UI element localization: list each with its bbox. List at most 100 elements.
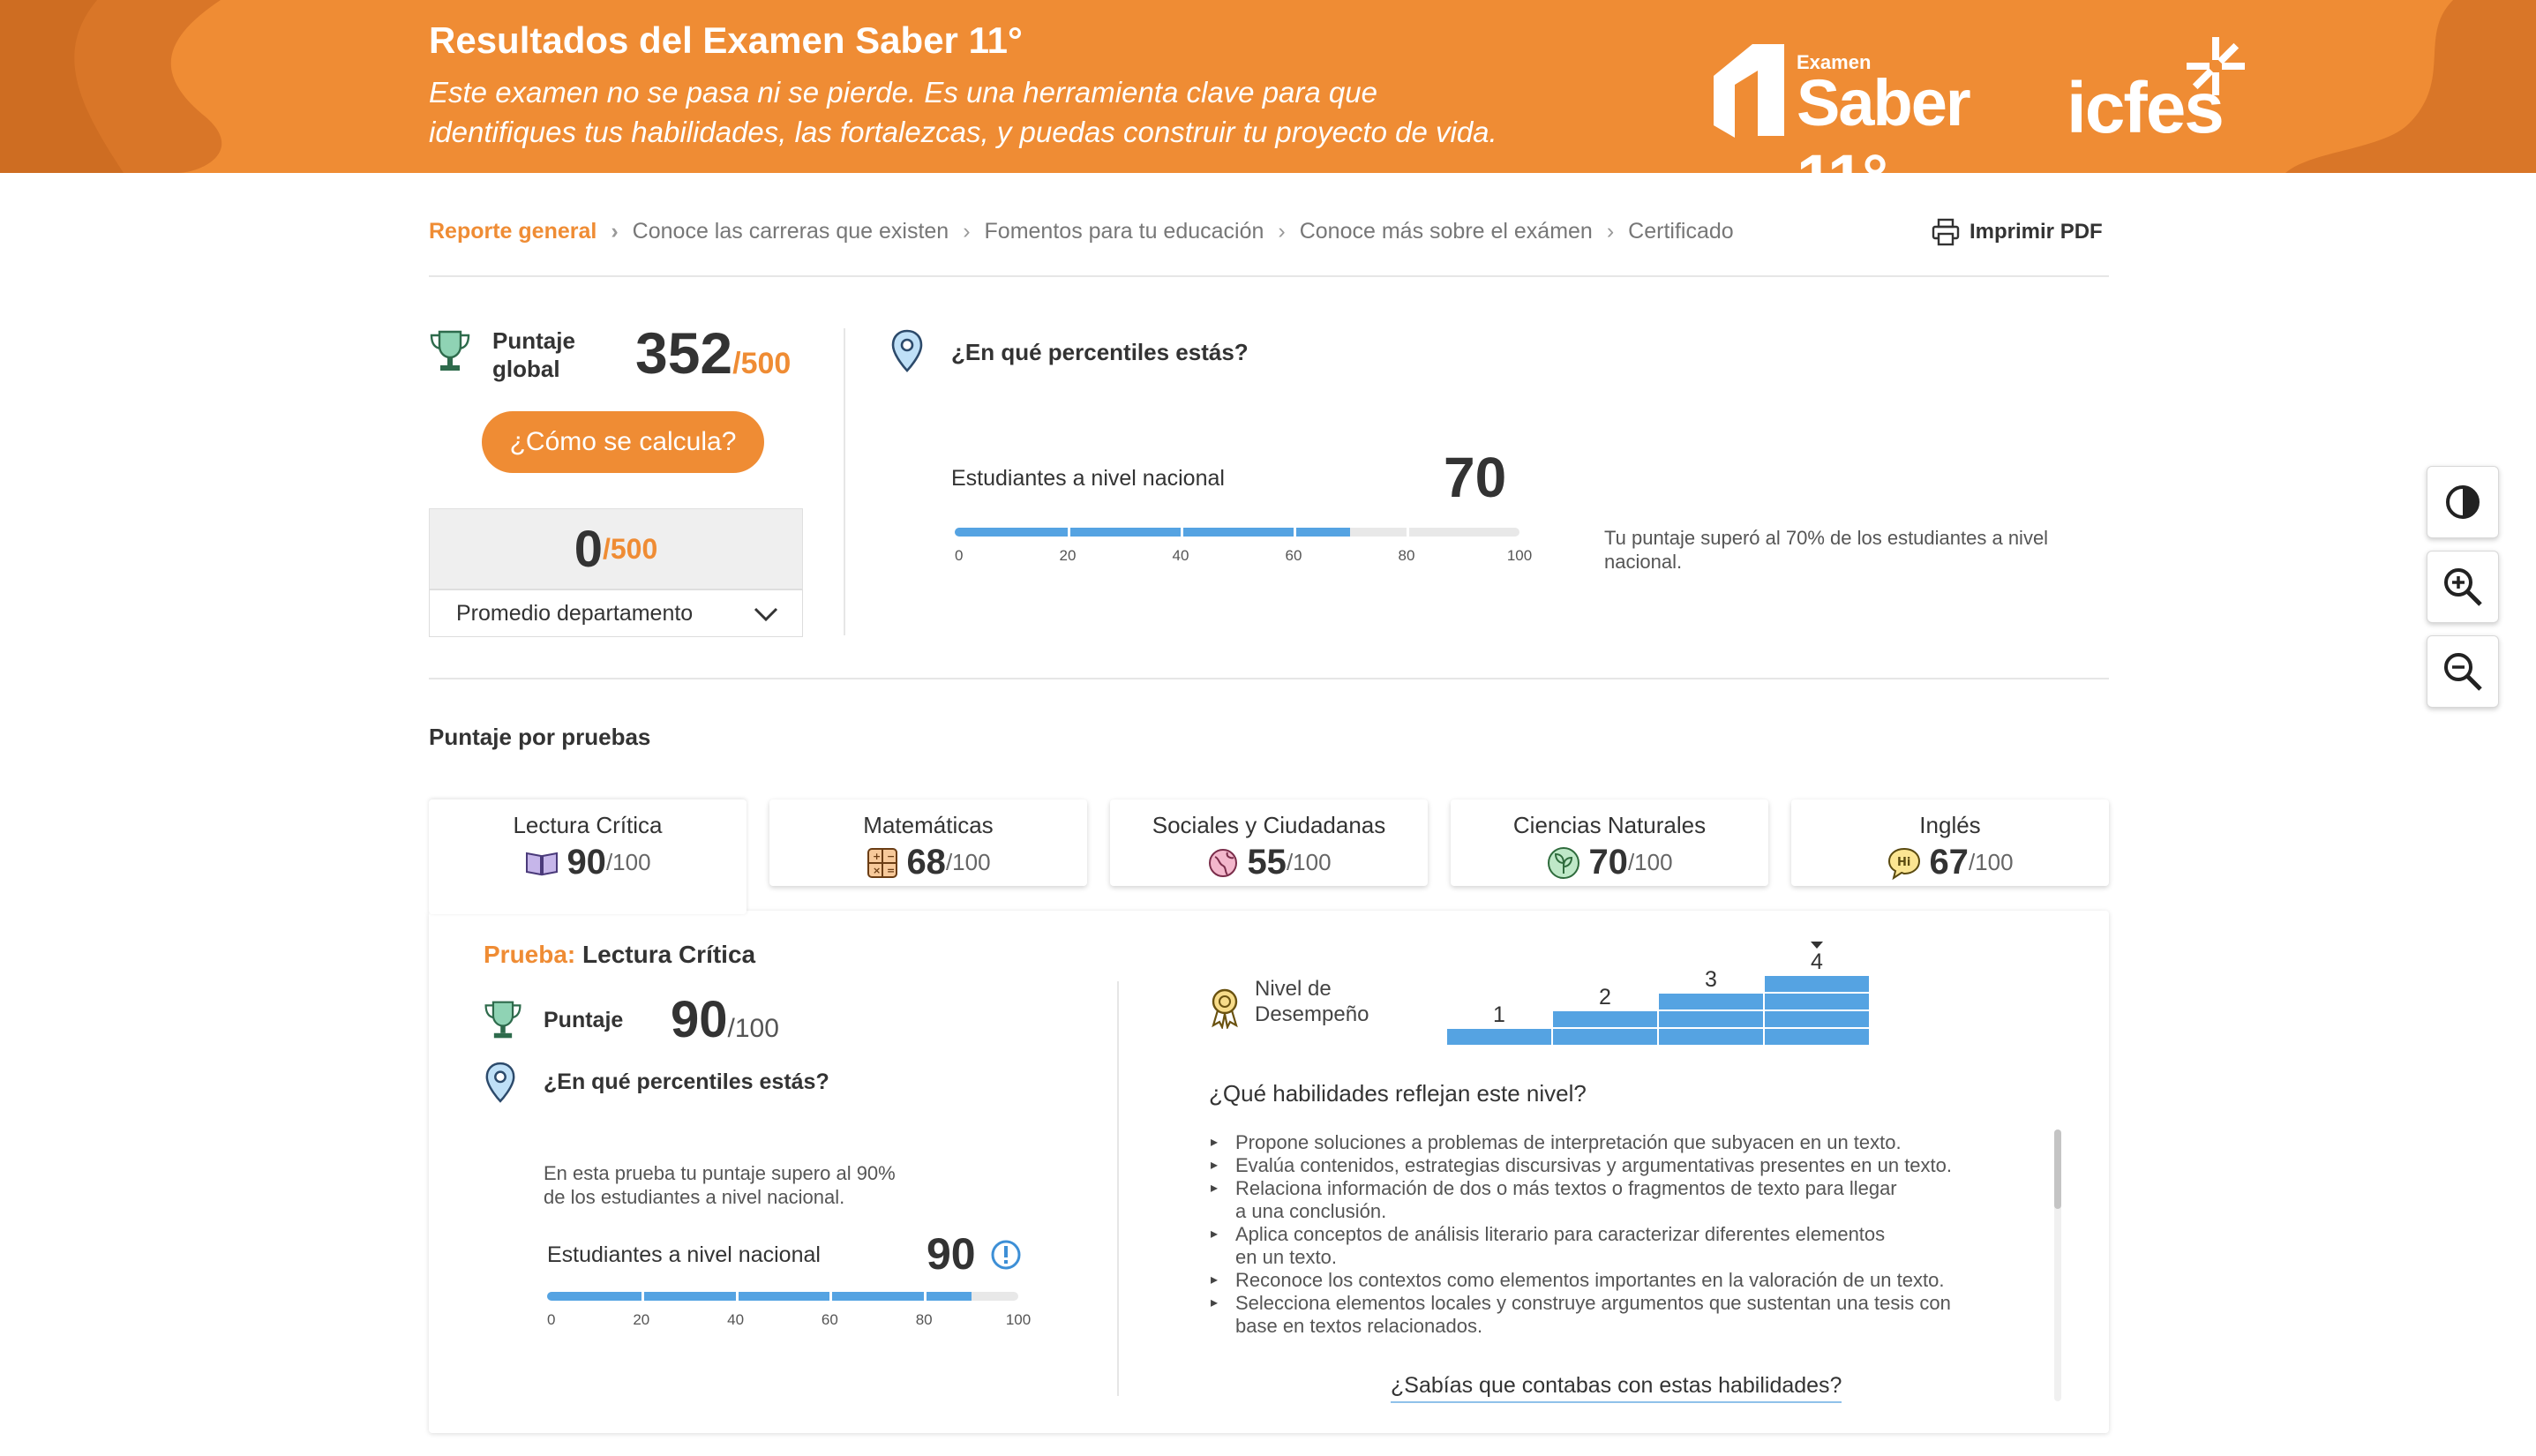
- book-icon: [524, 849, 559, 877]
- location-pin-icon: [485, 1062, 515, 1103]
- page-subtitle: Este examen no se pasa ni se pierde. Es …: [429, 76, 1497, 148]
- test-national-value: 90: [927, 1229, 976, 1279]
- tick-label: 80: [915, 1311, 933, 1328]
- percentile-bar-fill: [547, 1292, 972, 1301]
- chevron-down-icon: [754, 607, 778, 622]
- svg-text:=: =: [887, 865, 895, 876]
- percentile-bar-separator: [1294, 528, 1296, 537]
- icfes-logo: icfes: [2061, 35, 2255, 148]
- percentile-bar-fill: [955, 528, 1350, 537]
- how-calculated-button[interactable]: ¿Cómo se calcula?: [482, 411, 764, 473]
- performance-level-label: Nivel de Desempeño: [1255, 977, 1369, 1026]
- breadcrumb-item-examen[interactable]: Conoce más sobre el exámen ›: [1299, 218, 1615, 244]
- divider: [429, 678, 2109, 679]
- chevron-right-icon: ›: [963, 218, 971, 244]
- contrast-button[interactable]: [2427, 466, 2499, 538]
- current-level-marker-icon: [1811, 942, 1823, 949]
- zoom-in-icon: [2444, 568, 2482, 606]
- decorative-blob-right: [2285, 0, 2536, 173]
- tick-label: 100: [1005, 1311, 1032, 1328]
- list-item: Evalúa contenidos, estrategias discursiv…: [1211, 1154, 2058, 1177]
- department-average-select[interactable]: Promedio departamento: [429, 589, 803, 637]
- skills-list: Propone soluciones a problemas de interp…: [1211, 1131, 2058, 1338]
- tick-label: 80: [1398, 547, 1415, 564]
- panel-title: Prueba: Lectura Crítica: [484, 941, 756, 968]
- tick-label: 0: [547, 1311, 556, 1328]
- speech-bubble-icon: Hi: [1887, 845, 1922, 881]
- breadcrumb-item-reporte-general[interactable]: Reporte general ›: [429, 218, 619, 244]
- test-national-percentile-bar: [547, 1292, 1018, 1301]
- breadcrumb: Reporte general › Conoce las carreras que…: [429, 215, 1734, 247]
- percentile-bar-separator: [735, 1292, 739, 1301]
- print-pdf-button[interactable]: Imprimir PDF: [1931, 217, 2103, 247]
- zoom-out-button[interactable]: [2427, 635, 2499, 708]
- test-percentile-question: ¿En qué percentiles estás?: [544, 1069, 829, 1094]
- list-item: Selecciona elementos locales y construye…: [1211, 1292, 2058, 1338]
- medal-icon: [1212, 988, 1238, 1029]
- contrast-icon: [2446, 485, 2480, 519]
- test-detail-panel: Prueba: Lectura Crítica Puntaje 90/100 ¿…: [429, 911, 2109, 1433]
- tab-ingles[interactable]: Inglés Hi 67/100: [1791, 799, 2109, 886]
- tick-label: 20: [1059, 547, 1077, 564]
- vertical-divider: [844, 328, 845, 635]
- level-number: 4: [1811, 949, 1823, 974]
- national-percentile-value: 70: [1444, 446, 1507, 509]
- breadcrumb-item-fomentos[interactable]: Fomentos para tu educación ›: [984, 218, 1286, 244]
- location-pin-icon: [891, 329, 923, 372]
- level-number: 3: [1705, 967, 1717, 992]
- level-step-line: [1765, 1009, 1869, 1011]
- tick-label: 20: [633, 1311, 650, 1328]
- scrollbar-thumb[interactable]: [2054, 1130, 2061, 1209]
- level-number: 2: [1599, 985, 1611, 1009]
- tab-ciencias-naturales[interactable]: Ciencias Naturales 70/100: [1451, 799, 1768, 886]
- percentile-bar-separator: [829, 1292, 833, 1301]
- percentile-bar-separator: [1181, 528, 1183, 537]
- section-title-tests: Puntaje por pruebas: [429, 724, 651, 750]
- tick-label: 100: [1506, 547, 1533, 564]
- percentile-question: ¿En qué percentiles estás?: [951, 339, 1249, 365]
- test-percentile-note: En esta prueba tu puntaje supero al 90% …: [544, 1162, 896, 1208]
- vertical-divider: [1117, 981, 1119, 1396]
- test-score-label: Puntaje: [544, 1008, 624, 1032]
- chevron-right-icon: ›: [611, 218, 619, 244]
- tab-lectura-critica[interactable]: Lectura Crítica 90/100: [429, 799, 747, 914]
- svg-text:−: −: [887, 851, 895, 862]
- chevron-right-icon: ›: [1278, 218, 1286, 244]
- breadcrumb-item-certificado[interactable]: Certificado: [1628, 218, 1734, 244]
- percentile-bar-separator: [641, 1292, 644, 1301]
- percentile-axis-ticks: 0 20 40 60 80 100: [547, 1311, 1031, 1329]
- info-alert-icon[interactable]: [990, 1239, 1022, 1271]
- decorative-blob-left: [0, 0, 222, 173]
- icfes-star-icon: [2187, 37, 2245, 95]
- saber11-mark-icon: [1714, 44, 1784, 138]
- page-header: Resultados del Examen Saber 11° Este exa…: [0, 0, 2536, 173]
- printer-icon: [1932, 218, 1960, 246]
- level-step-line: [1659, 1009, 1763, 1011]
- leaf-icon: [1546, 845, 1581, 881]
- calculator-icon: + − × =: [866, 846, 899, 880]
- chevron-right-icon: ›: [1606, 218, 1615, 244]
- skills-scrollbar[interactable]: [2054, 1130, 2061, 1401]
- level-step-line: [1553, 1027, 1657, 1029]
- did-you-know-link[interactable]: ¿Sabías que contabas con estas habilidad…: [1391, 1373, 1842, 1403]
- breadcrumb-item-carreras[interactable]: Conoce las carreras que existen ›: [632, 218, 971, 244]
- percentile-bar-separator: [1068, 528, 1070, 537]
- zoom-in-button[interactable]: [2427, 551, 2499, 623]
- list-item: Aplica conceptos de análisis literario p…: [1211, 1223, 2058, 1269]
- saber11-logo: Examen Saber 11°: [1708, 41, 2017, 173]
- percentile-bar-separator: [924, 1292, 927, 1301]
- tab-matematicas[interactable]: Matemáticas + − × = 68/100: [769, 799, 1087, 886]
- globe-icon: [1206, 846, 1240, 880]
- svg-text:×: ×: [873, 865, 881, 876]
- percentile-note: Tu puntaje superó al 70% de los estudian…: [1604, 527, 2049, 573]
- list-item: Propone soluciones a problemas de interp…: [1211, 1131, 2058, 1154]
- department-average-score: 0/500: [429, 508, 803, 589]
- national-percentile-bar: [955, 528, 1519, 537]
- tab-sociales-ciudadanas[interactable]: Sociales y Ciudadanas 55/100: [1110, 799, 1428, 886]
- percentile-bar-separator: [1407, 528, 1409, 537]
- list-item: Reconoce los contextos como elementos im…: [1211, 1269, 2058, 1292]
- divider: [429, 275, 2109, 277]
- svg-text:+: +: [873, 851, 881, 862]
- skills-question: ¿Qué habilidades reflejan este nivel?: [1209, 1080, 1587, 1107]
- list-item: Relaciona información de dos o más texto…: [1211, 1177, 2058, 1223]
